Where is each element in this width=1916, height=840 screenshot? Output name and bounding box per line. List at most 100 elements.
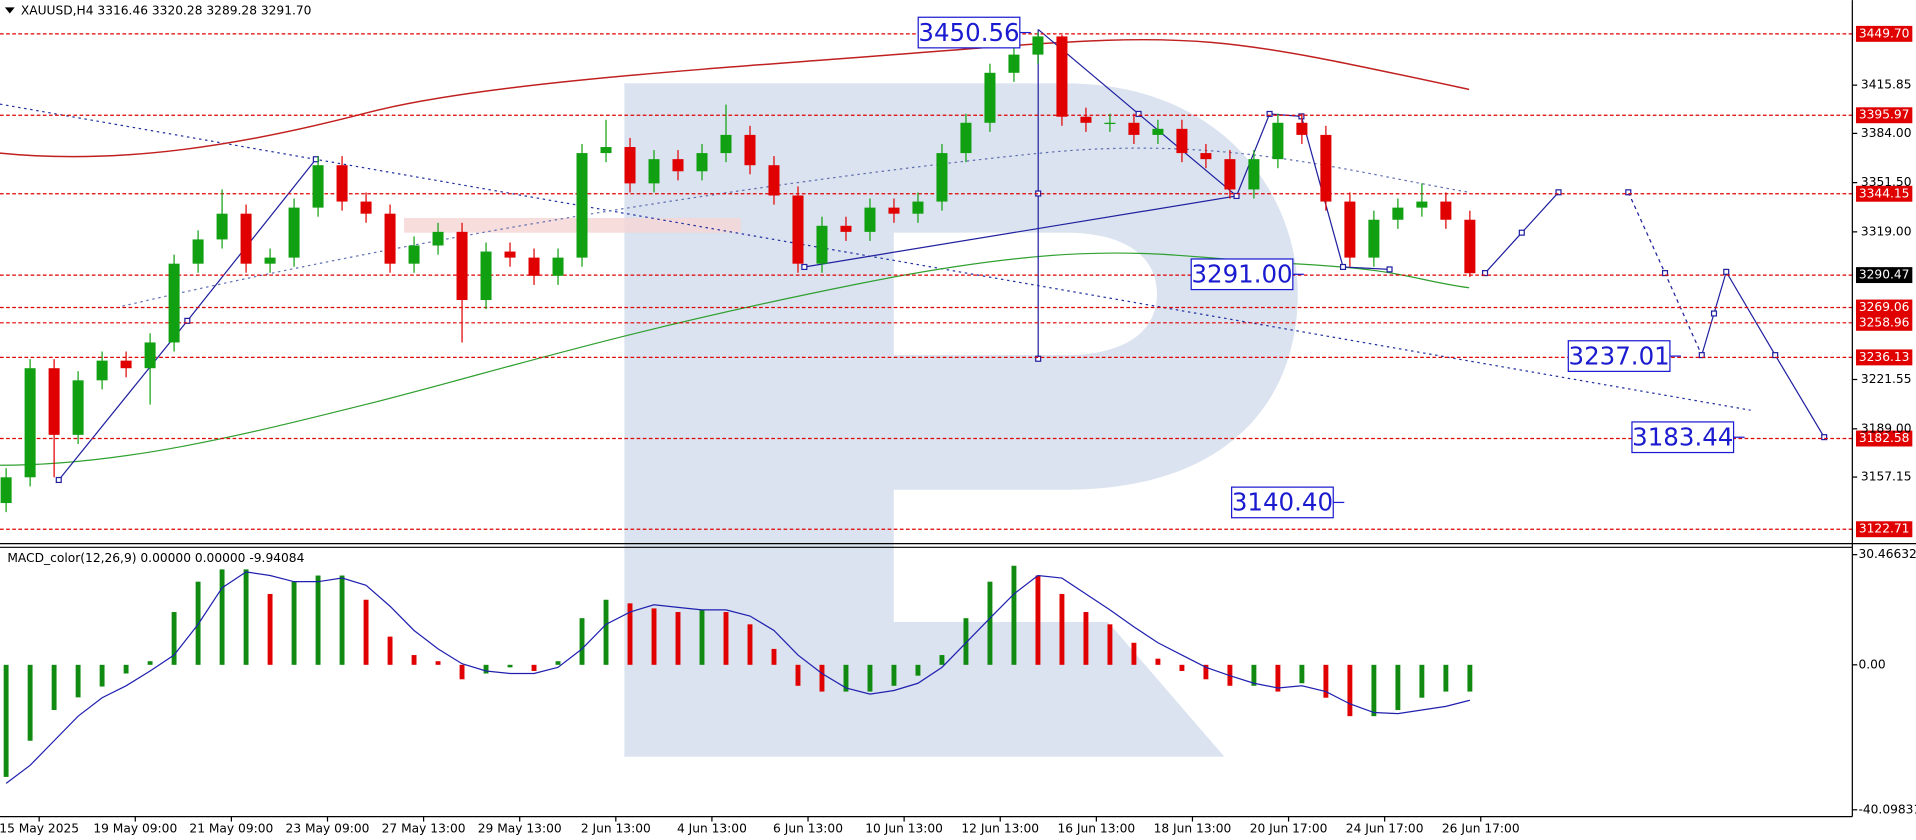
- histogram-bar: [1275, 664, 1281, 692]
- candle-body: [120, 360, 132, 369]
- candle-body: [720, 134, 732, 154]
- histogram-bar: [267, 593, 273, 665]
- level-tag: [1856, 430, 1913, 447]
- level-label: 3269.06: [1859, 300, 1910, 314]
- histogram-bar: [75, 664, 81, 698]
- candle-body: [1128, 122, 1140, 135]
- x-tick-label: 21 May 09:00: [189, 821, 273, 835]
- candle-body: [480, 251, 492, 301]
- histogram-bar: [1467, 664, 1473, 692]
- wave-point: [1339, 263, 1347, 271]
- candle-body: [1368, 219, 1380, 258]
- candle-body: [768, 165, 780, 196]
- histogram-bar: [411, 655, 417, 665]
- histogram-bar: [3, 664, 9, 777]
- level-label: 3449.70: [1859, 26, 1910, 40]
- candle-body: [264, 257, 276, 264]
- histogram-bar: [795, 664, 801, 686]
- annotation-box: [917, 16, 1021, 49]
- histogram-bar: [507, 664, 513, 668]
- annotation-label: 3450.56: [918, 18, 1019, 47]
- level-label: 3344.15: [1859, 186, 1910, 200]
- histogram-bar: [27, 664, 33, 741]
- candle-body: [144, 342, 156, 369]
- x-tick-label: 29 May 13:00: [478, 821, 562, 835]
- histogram-bar: [939, 655, 945, 665]
- annotation-label: 3183.44: [1632, 422, 1733, 451]
- candle-body: [336, 165, 348, 202]
- y-tick-label: 3319.00: [1861, 224, 1912, 238]
- x-tick-label: 15 May 2025: [0, 821, 79, 835]
- indicator-title: MACD_color(12,26,9) 0.00000 0.00000 -9.9…: [7, 551, 304, 565]
- candle-body: [600, 147, 612, 154]
- level-label: 3258.96: [1859, 315, 1910, 329]
- x-tick-label: 6 Jun 13:00: [773, 821, 843, 835]
- histogram-bar: [963, 618, 969, 665]
- x-tick-label: 26 Jun 17:00: [1442, 821, 1520, 835]
- candle-body: [1440, 201, 1452, 220]
- menu-icon: [4, 7, 15, 14]
- histogram-bar: [1251, 664, 1257, 686]
- y-tick-label: 0.00: [1858, 657, 1885, 671]
- candle-body: [840, 225, 852, 232]
- histogram-bar: [1083, 612, 1089, 665]
- histogram-bar: [651, 608, 657, 665]
- histogram-bar: [363, 599, 369, 665]
- level-tag: [1856, 299, 1913, 316]
- candle-body: [816, 225, 828, 264]
- candle-body: [864, 207, 876, 232]
- candle-body: [1416, 201, 1428, 208]
- histogram-bar: [339, 575, 345, 665]
- histogram-bar: [51, 664, 57, 711]
- level-label: 3122.71: [1859, 522, 1910, 536]
- x-tick-label: 10 Jun 13:00: [865, 821, 943, 835]
- x-tick-label: 18 Jun 13:00: [1154, 821, 1232, 835]
- level-tag: [1856, 349, 1913, 366]
- histogram-bar: [1059, 593, 1065, 665]
- histogram-bar: [819, 664, 825, 692]
- annotation-box: [1567, 340, 1671, 372]
- x-tick-label: 27 May 13:00: [382, 821, 466, 835]
- candle-body: [1080, 116, 1092, 123]
- y-tick-label: 3157.15: [1861, 470, 1912, 484]
- y-tick-label: 3415.85: [1861, 78, 1912, 92]
- histogram-bar: [459, 664, 465, 680]
- histogram-bar: [915, 664, 921, 676]
- histogram-bar: [315, 575, 321, 665]
- candle-body: [312, 165, 324, 208]
- x-tick-label: 2 Jun 13:00: [581, 821, 651, 835]
- level-tag: [1856, 25, 1913, 42]
- candle-body: [1032, 36, 1044, 55]
- annotation-box: [1631, 421, 1735, 454]
- histogram-bar: [1419, 664, 1425, 698]
- level-label: 3236.13: [1859, 350, 1910, 364]
- candle-body: [1008, 54, 1020, 73]
- candle-body: [504, 251, 516, 258]
- candle-body: [360, 201, 372, 214]
- annotation-label: 3140.40: [1232, 488, 1333, 517]
- annotation-box: [1190, 258, 1294, 291]
- candle-body: [96, 360, 108, 381]
- histogram-bar: [1035, 575, 1041, 665]
- histogram-bar: [219, 569, 225, 665]
- signal-line: [5, 571, 1471, 784]
- histogram-bar: [1347, 664, 1353, 717]
- price-tag: [1856, 267, 1913, 284]
- candle-body: [384, 213, 396, 264]
- candle-body: [168, 263, 180, 343]
- candle-body: [1296, 122, 1308, 135]
- histogram-bar: [483, 664, 489, 674]
- histogram-bar: [387, 636, 393, 665]
- candle-body: [528, 257, 540, 276]
- candle-body: [648, 159, 660, 184]
- candle-body: [1224, 159, 1236, 190]
- histogram-bar: [1107, 624, 1113, 665]
- candle-body: [624, 147, 636, 184]
- candle-body: [1344, 201, 1356, 258]
- candle-body: [432, 231, 444, 246]
- candle-body: [408, 245, 420, 264]
- histogram-bar: [843, 664, 849, 692]
- histogram-bar: [171, 612, 177, 665]
- candle-body: [1320, 134, 1332, 202]
- level-tag: [1856, 107, 1913, 124]
